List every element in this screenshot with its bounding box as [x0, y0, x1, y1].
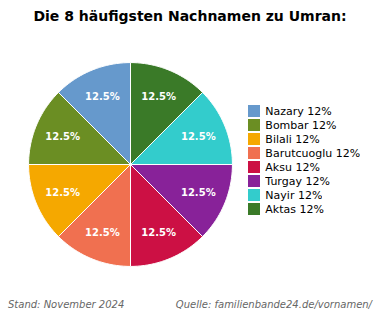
html-text:Nazary 12%: Nazary 12% — [265, 104, 332, 118]
svg-text:12.5%: 12.5% — [45, 130, 80, 141]
html-text:Bombar 12%: Bombar 12% — [265, 118, 337, 132]
svg-text:12.5%: 12.5% — [141, 226, 176, 237]
svg-text:12.5%: 12.5% — [85, 226, 120, 237]
svg-text:12.5%: 12.5% — [181, 186, 216, 197]
html-text:Quelle: familienbande24.de/vor: Quelle: familienbande24.de/vornamen/ — [175, 299, 372, 310]
svg-text:12.5%: 12.5% — [141, 90, 176, 101]
svg-text:12.5%: 12.5% — [85, 90, 120, 101]
svg-text:12.5%: 12.5% — [181, 130, 216, 141]
html-text:Nayir 12%: Nayir 12% — [265, 188, 323, 202]
html-text:Stand: November 2024: Stand: November 2024 — [8, 299, 125, 310]
svg-text:12.5%: 12.5% — [45, 186, 80, 197]
html-text:Barutcuoglu 12%: Barutcuoglu 12% — [265, 146, 361, 160]
html-text:Aktas 12%: Aktas 12% — [265, 202, 324, 216]
html-text:Bilali 12%: Bilali 12% — [265, 132, 320, 146]
html-text:Aksu 12%: Aksu 12% — [265, 160, 320, 174]
html-text:Die 8 häufigsten Nachnamen zu: Die 8 häufigsten Nachnamen zu Umran: — [33, 8, 347, 24]
html-text:Turgay 12%: Turgay 12% — [265, 174, 330, 188]
